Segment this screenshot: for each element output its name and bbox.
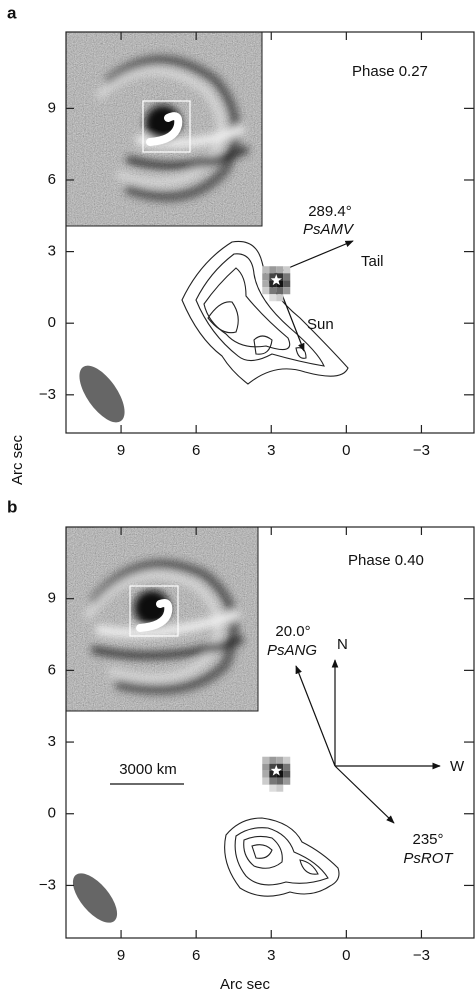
x-tick-label: 6 xyxy=(192,947,200,964)
source-pixel xyxy=(276,777,284,785)
source-pixel xyxy=(269,273,277,281)
x-tick-label: 0 xyxy=(342,947,350,964)
y-tick-label: 3 xyxy=(48,243,56,260)
source-pixel xyxy=(276,784,284,792)
source-pixel xyxy=(276,763,284,771)
source-pixel xyxy=(269,777,277,785)
plot-frame xyxy=(65,526,475,939)
y-axis-label: Arc sec xyxy=(9,434,26,485)
tail-label: Tail xyxy=(361,253,384,270)
source-pixel xyxy=(283,280,291,288)
angle-name: PsAMV xyxy=(303,221,355,238)
annotation: Phase 0.40 xyxy=(348,552,424,569)
x-axis-label: Arc sec xyxy=(220,976,271,993)
y-tick-label: 3 xyxy=(48,733,56,750)
x-tick-label: 9 xyxy=(117,442,125,459)
source-pixel xyxy=(269,280,277,288)
y-tick-label: 0 xyxy=(48,805,56,822)
source-pixel xyxy=(269,763,277,771)
beam xyxy=(79,365,125,423)
source-pixel xyxy=(262,287,270,295)
source-pixel xyxy=(283,756,291,764)
x-tick-label: 3 xyxy=(267,442,275,459)
psrot-arrow xyxy=(334,765,395,824)
beam xyxy=(72,873,118,923)
psang-arrow xyxy=(295,665,336,767)
angle-label: 289.4° xyxy=(308,203,352,220)
source-pixel xyxy=(276,280,284,288)
source-pixel xyxy=(276,770,284,778)
angle-name: PsANG xyxy=(267,642,317,659)
source-pixel xyxy=(269,784,277,792)
source-pixel xyxy=(269,756,277,764)
source-pixel xyxy=(269,287,277,295)
source-pixel xyxy=(262,777,270,785)
y-tick-label: 6 xyxy=(48,171,56,188)
x-tick-label: −3 xyxy=(413,442,430,459)
x-tick-label: 3 xyxy=(267,947,275,964)
source-pixel xyxy=(276,294,284,302)
source-pixel xyxy=(262,756,270,764)
source-pixel xyxy=(269,770,277,778)
x-tick-label: 6 xyxy=(192,442,200,459)
source-pixel xyxy=(262,266,270,274)
source-pixel xyxy=(283,273,291,281)
source-pixel xyxy=(283,266,291,274)
panel-label: b xyxy=(7,497,17,516)
sun-label: Sun xyxy=(307,316,334,333)
y-tick-label: 0 xyxy=(48,314,56,331)
source-pixel xyxy=(262,273,270,281)
y-tick-label: 9 xyxy=(48,590,56,607)
source-pixel xyxy=(283,763,291,771)
y-tick-label: 9 xyxy=(48,99,56,116)
west-label: W xyxy=(450,758,465,775)
source-pixel xyxy=(262,280,270,288)
inset-image xyxy=(66,527,258,711)
contours xyxy=(224,817,340,897)
source-pixel xyxy=(276,756,284,764)
source-pixel xyxy=(269,294,277,302)
scale-label: 3000 km xyxy=(119,761,177,778)
source-pixel xyxy=(276,287,284,295)
angle-label: 235° xyxy=(412,831,443,848)
source-star xyxy=(270,274,282,286)
angle-name: PsROT xyxy=(403,850,454,867)
x-tick-label: −3 xyxy=(413,947,430,964)
source-star xyxy=(270,764,282,776)
y-tick-label: 6 xyxy=(48,661,56,678)
source-pixel xyxy=(283,287,291,295)
plot-frame xyxy=(65,31,475,434)
north-label: N xyxy=(337,636,348,653)
source-pixel xyxy=(276,266,284,274)
panel-label: a xyxy=(7,3,17,22)
source-pixel xyxy=(269,266,277,274)
source-pixel xyxy=(283,770,291,778)
contours xyxy=(181,240,349,385)
source-pixel xyxy=(276,273,284,281)
x-tick-label: 0 xyxy=(342,442,350,459)
y-tick-label: −3 xyxy=(39,386,56,403)
x-tick-label: 9 xyxy=(117,947,125,964)
source-pixel xyxy=(262,763,270,771)
source-pixel xyxy=(262,770,270,778)
source-pixel xyxy=(283,777,291,785)
annotation: Phase 0.27 xyxy=(352,63,428,80)
angle-label: 20.0° xyxy=(275,623,310,640)
y-tick-label: −3 xyxy=(39,876,56,893)
inset-image xyxy=(66,32,262,226)
